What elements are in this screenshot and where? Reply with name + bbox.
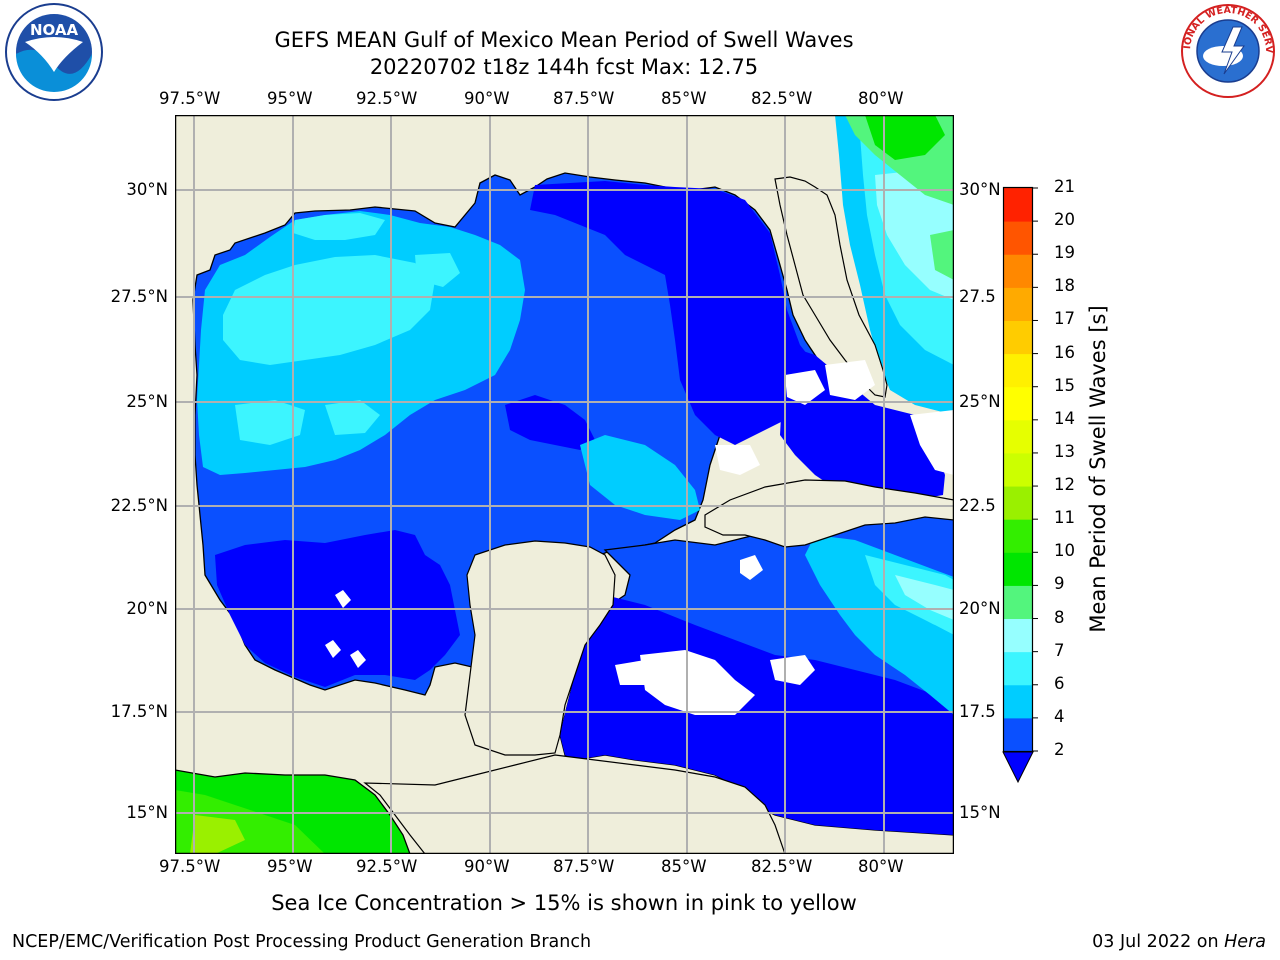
florida-peninsula bbox=[774, 176, 888, 398]
colorbar-tick-label: 11 bbox=[1054, 508, 1075, 528]
lat-tick-right: 22.5 bbox=[959, 496, 996, 515]
lon-tick-top: 80°W bbox=[858, 89, 904, 108]
map-gridlines bbox=[175, 115, 954, 854]
central-america bbox=[363, 754, 786, 854]
lon-tick-bottom: 90°W bbox=[464, 857, 510, 876]
colorbar-tick-labels: 2 4 6 7 8 9 10 11 12 13 14 15 16 17 18 19 20 21 bbox=[1044, 177, 1084, 778]
colorbar-extend-triangle bbox=[1002, 751, 1034, 784]
lat-tick-left: 22.5°N bbox=[110, 496, 168, 515]
lat-tick-left: 15°N bbox=[126, 803, 168, 822]
lon-tick-bottom: 82.5°W bbox=[751, 857, 813, 876]
colorbar-tick-label: 6 bbox=[1054, 673, 1065, 693]
colorbar-tick-label: 2 bbox=[1054, 740, 1065, 759]
lon-ticks-top: 97.5°W 95°W 92.5°W 90°W 87.5°W 85°W 82.5… bbox=[0, 89, 1280, 111]
colorbar-band bbox=[1003, 618, 1033, 653]
title-line-2: 20220702 t18z 144h fcst Max: 12.75 bbox=[369, 55, 759, 79]
colorbar-tick-label: 19 bbox=[1054, 243, 1075, 263]
colorbar-frame bbox=[1002, 186, 1034, 753]
colorbar-tick-label: 14 bbox=[1054, 408, 1075, 428]
colorbar-tick-label: 13 bbox=[1054, 441, 1075, 461]
colorbar-tick-label: 9 bbox=[1054, 574, 1065, 594]
colorbar-band bbox=[1003, 386, 1033, 421]
lon-tick-top: 82.5°W bbox=[751, 89, 813, 108]
footer-branch: NCEP/EMC/Verification Post Processing Pr… bbox=[12, 932, 592, 952]
colorbar-band bbox=[1003, 552, 1033, 586]
colorbar-band bbox=[1003, 717, 1033, 752]
colorbar-band bbox=[1003, 287, 1033, 321]
colorbar-tick-label: 7 bbox=[1054, 640, 1065, 660]
lon-tick-bottom: 80°W bbox=[858, 857, 904, 876]
colorbar-tick-label: 21 bbox=[1054, 177, 1075, 196]
colorbar-band bbox=[1003, 519, 1033, 553]
lon-tick-top: 87.5°W bbox=[553, 89, 615, 108]
nws-logo-icon: NATIONAL WEATHER SERVICE bbox=[1178, 2, 1275, 98]
colorbar bbox=[1002, 186, 1038, 784]
colorbar-tick-label: 16 bbox=[1054, 342, 1075, 362]
lat-tick-left: 30°N bbox=[126, 180, 168, 199]
footer-date-text: 03 Jul 2022 on bbox=[1092, 932, 1225, 952]
colorbar-tick-label: 12 bbox=[1054, 475, 1075, 495]
lat-tick-right: 25°N bbox=[959, 392, 1001, 411]
colorbar-tick-label: 10 bbox=[1054, 541, 1075, 561]
lat-tick-right: 17.5 bbox=[959, 702, 996, 721]
lat-tick-left: 20°N bbox=[126, 599, 168, 618]
colorbar-tick-label: 8 bbox=[1054, 607, 1065, 627]
colorbar-band bbox=[1003, 486, 1033, 520]
noaa-logo-text: NOAA bbox=[30, 21, 79, 39]
lon-tick-top: 85°W bbox=[661, 89, 707, 108]
lon-tick-bottom: 95°W bbox=[267, 857, 313, 876]
lon-tick-top: 97.5°W bbox=[159, 89, 221, 108]
colorbar-band bbox=[1003, 452, 1033, 487]
colorbar-band bbox=[1003, 254, 1033, 288]
title-line-1: GEFS MEAN Gulf of Mexico Mean Period of … bbox=[274, 28, 854, 52]
colorbar-band bbox=[1003, 353, 1033, 388]
land-masses bbox=[363, 176, 954, 854]
lat-ticks-right: 30°N 27.5 25°N 22.5 20°N 17.5 15°N bbox=[958, 0, 1006, 960]
lat-tick-left: 27.5°N bbox=[110, 287, 168, 306]
colorbar-bands bbox=[1003, 188, 1033, 752]
lon-ticks-bottom: 97.5°W 95°W 92.5°W 90°W 87.5°W 85°W 82.5… bbox=[0, 857, 1280, 879]
swell-period-map bbox=[175, 115, 954, 854]
footer-date: 03 Jul 2022 on Hera bbox=[1092, 932, 1266, 952]
lat-tick-left: 25°N bbox=[126, 392, 168, 411]
cuba-island bbox=[704, 479, 954, 548]
lat-tick-right: 27.5 bbox=[959, 287, 996, 306]
colorbar-tick-label: 15 bbox=[1054, 375, 1075, 395]
lat-tick-right: 15°N bbox=[959, 803, 1001, 822]
colorbar-tick-label: 4 bbox=[1054, 706, 1065, 726]
colorbar-band bbox=[1003, 684, 1033, 719]
noaa-logo-icon: NOAA bbox=[5, 3, 103, 101]
lat-ticks-left: 30°N 27.5°N 25°N 22.5°N 20°N 17.5°N 15°N bbox=[0, 0, 172, 960]
map-frame bbox=[175, 115, 954, 854]
lon-tick-bottom: 87.5°W bbox=[553, 857, 615, 876]
colorbar-band bbox=[1003, 221, 1033, 255]
lon-tick-top: 95°W bbox=[267, 89, 313, 108]
lon-tick-bottom: 97.5°W bbox=[159, 857, 221, 876]
colorbar-label: Mean Period of Swell Waves [s] bbox=[1086, 305, 1110, 633]
colorbar-tick-label: 18 bbox=[1054, 276, 1075, 296]
lon-tick-top: 92.5°W bbox=[356, 89, 418, 108]
colorbar-band bbox=[1003, 188, 1033, 222]
colorbar-band bbox=[1003, 585, 1033, 620]
lon-tick-top: 90°W bbox=[464, 89, 510, 108]
lat-tick-right: 20°N bbox=[959, 599, 1001, 618]
lat-tick-right: 30°N bbox=[959, 180, 1001, 199]
colorbar-ticks bbox=[1032, 187, 1038, 752]
swell-contours bbox=[197, 115, 954, 835]
no-data-patches bbox=[325, 360, 954, 715]
lon-tick-bottom: 92.5°W bbox=[356, 857, 418, 876]
colorbar-band bbox=[1003, 320, 1033, 355]
colorbar-tick-label: 20 bbox=[1054, 210, 1075, 230]
sea-ice-caption: Sea Ice Concentration > 15% is shown in … bbox=[271, 891, 857, 915]
lat-tick-left: 17.5°N bbox=[110, 702, 168, 721]
colorbar-band bbox=[1003, 419, 1033, 454]
colorbar-tick-label: 17 bbox=[1054, 309, 1075, 329]
yucatan-peninsula bbox=[464, 540, 616, 756]
colorbar-band bbox=[1003, 651, 1033, 686]
lon-tick-bottom: 85°W bbox=[661, 857, 707, 876]
footer-host: Hera bbox=[1224, 932, 1266, 952]
